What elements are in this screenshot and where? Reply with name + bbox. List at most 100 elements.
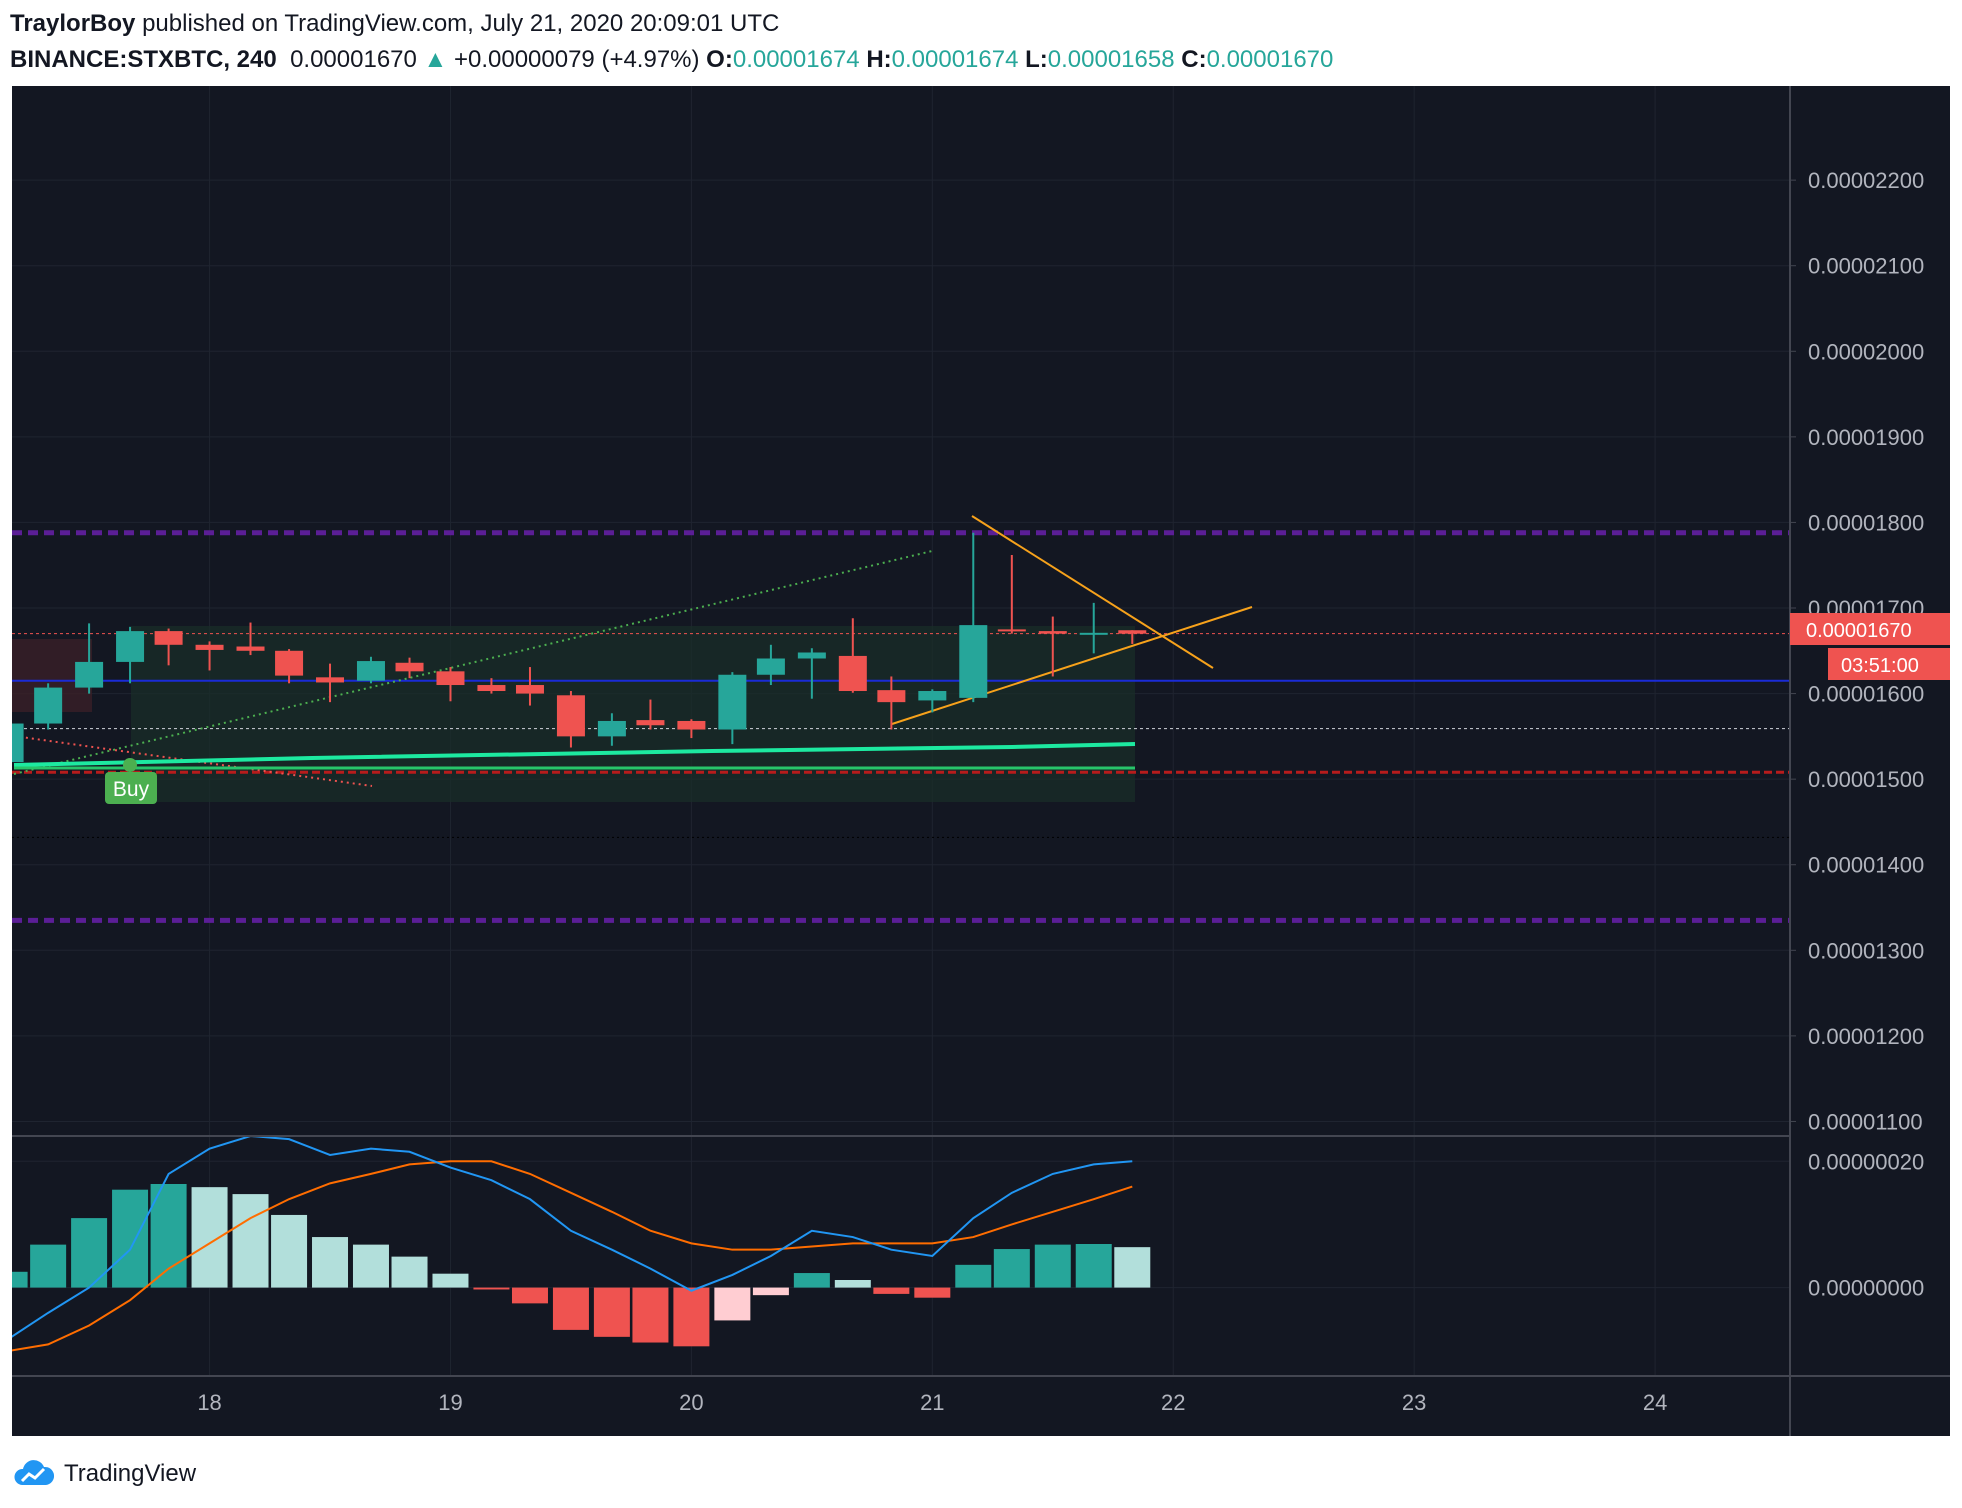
candle-up xyxy=(34,687,63,724)
moving-average-line xyxy=(13,742,1136,767)
candle-down xyxy=(1038,631,1067,634)
candle-down xyxy=(838,655,867,692)
symbol-label[interactable]: BINANCE:STXBTC, 240 xyxy=(10,46,277,73)
time-tick-label: 22 xyxy=(1161,1390,1185,1415)
candle-down xyxy=(395,662,424,672)
author-name[interactable]: TraylorBoy xyxy=(10,10,136,37)
price-tick-label: 0.00001400 xyxy=(1808,853,1924,878)
macd-histogram-bar xyxy=(752,1287,789,1296)
time-tick-label: 24 xyxy=(1643,1390,1667,1415)
candle-down xyxy=(1118,630,1147,634)
candle-down xyxy=(236,646,265,651)
price-tick-label: 0.00001200 xyxy=(1808,1024,1924,1049)
macd-histogram-bar xyxy=(112,1189,149,1288)
macd-histogram-bar xyxy=(714,1287,751,1321)
candles xyxy=(0,532,1147,771)
macd-tick-label: 0.00000000 xyxy=(1808,1276,1924,1301)
macd-histogram-bar xyxy=(473,1287,510,1290)
axes: 0.00002200 0.00002100 0.00002000 0.00001900… xyxy=(12,86,1950,1436)
macd-histogram-bar xyxy=(150,1184,187,1288)
macd-histogram-bar xyxy=(1075,1244,1112,1288)
macd-histogram-bar xyxy=(391,1256,428,1288)
macd-histogram-bar xyxy=(955,1264,992,1288)
macd-histogram-bar xyxy=(593,1287,630,1337)
buy-signal[interactable]: Buy xyxy=(105,758,157,804)
macd-histogram-bar xyxy=(271,1214,308,1288)
macd-histogram-bar xyxy=(632,1287,669,1343)
candle-up xyxy=(959,625,988,698)
candle-down xyxy=(556,695,585,737)
price-tick-label: 0.00001300 xyxy=(1808,938,1924,963)
candle-down xyxy=(477,685,506,692)
chart-header: TraylorBoy published on TradingView.com,… xyxy=(10,6,1333,78)
macd-histogram-bar xyxy=(511,1287,548,1304)
macd-histogram-bar xyxy=(793,1273,830,1288)
price-tick-label: 0.00002200 xyxy=(1808,168,1924,193)
tradingview-cloud-icon[interactable] xyxy=(12,1459,56,1489)
time-tick-label: 20 xyxy=(679,1390,703,1415)
high-value: 0.00001674 xyxy=(891,46,1019,73)
macd-histogram-bar xyxy=(914,1287,951,1298)
macd-histogram-bar xyxy=(673,1287,710,1347)
macd-line xyxy=(9,1134,1133,1339)
candle-up xyxy=(75,661,104,688)
green-dotted-trendline xyxy=(13,550,933,775)
time-tick-label: 21 xyxy=(920,1390,944,1415)
price-tick-label: 0.00001500 xyxy=(1808,767,1924,792)
chart-area[interactable]: 0.00002200 0.00002100 0.00002000 0.00001900… xyxy=(0,86,1950,1436)
candle-up xyxy=(756,658,785,675)
horizontal-levels xyxy=(12,530,1790,923)
candle-down xyxy=(195,644,224,650)
macd-histogram-bar xyxy=(1114,1247,1151,1288)
macd-histogram-bar xyxy=(552,1287,589,1330)
price-tag-box xyxy=(1790,613,1950,645)
macd-histogram-bar xyxy=(873,1287,910,1294)
buy-badge xyxy=(105,772,157,804)
macd-histogram-bar xyxy=(993,1249,1030,1288)
triangle-upper-line xyxy=(971,515,1214,669)
current-price-tag: 0.00001670 03:51:00 xyxy=(1790,613,1950,680)
open-value: 0.00001674 xyxy=(732,46,860,73)
candle-up xyxy=(718,674,747,730)
buy-marker-icon xyxy=(123,758,137,772)
macd-histogram-bar xyxy=(0,1271,28,1288)
candle-down xyxy=(316,677,345,683)
candle-down xyxy=(275,650,304,676)
footer: TradingView xyxy=(12,1452,196,1496)
price-tick-label: 0.00002000 xyxy=(1808,339,1924,364)
chart-svg[interactable]: 0.00002200 0.00002100 0.00002000 0.00001900… xyxy=(0,86,1950,1436)
publish-info: published on TradingView.com, July 21, 2… xyxy=(142,10,780,37)
buy-label: Buy xyxy=(113,778,150,801)
time-tick-label: 18 xyxy=(197,1390,221,1415)
candle-up xyxy=(797,652,826,659)
macd-histogram-bar xyxy=(312,1237,349,1288)
tradingview-brand[interactable]: TradingView xyxy=(64,1460,197,1487)
candle-down xyxy=(154,631,183,645)
price-tick-label: 0.00001900 xyxy=(1808,425,1924,450)
close-label: C: xyxy=(1181,46,1207,73)
triangle-lower-line xyxy=(891,606,1253,725)
macd-histogram-bar xyxy=(834,1280,871,1288)
candle-up xyxy=(356,661,385,681)
candle-down xyxy=(997,629,1026,632)
price-tag-text: 0.00001670 xyxy=(1806,620,1912,642)
candle-down xyxy=(877,690,906,703)
price-change: +0.00000079 (+4.97%) xyxy=(453,46,700,73)
candle-up xyxy=(1079,632,1108,635)
macd-histogram-bar xyxy=(1034,1244,1071,1288)
time-tick-label: 23 xyxy=(1402,1390,1426,1415)
drawings xyxy=(13,515,1253,787)
candle-up xyxy=(0,723,24,763)
macd-pane xyxy=(0,1134,1151,1352)
low-label: L: xyxy=(1025,46,1048,73)
candle-down xyxy=(436,671,465,686)
candle-down xyxy=(515,685,544,694)
countdown-box xyxy=(1828,648,1950,680)
ohlc-line: BINANCE:STXBTC, 240 0.00001670 ▲ +0.0000… xyxy=(10,42,1333,78)
publish-line: TraylorBoy published on TradingView.com,… xyxy=(10,6,1333,42)
open-label: O: xyxy=(706,46,733,73)
time-tick-label: 19 xyxy=(438,1390,462,1415)
macd-histogram-bar xyxy=(191,1187,228,1288)
price-tick-label: 0.00001800 xyxy=(1808,510,1924,535)
candle-up xyxy=(116,631,145,662)
